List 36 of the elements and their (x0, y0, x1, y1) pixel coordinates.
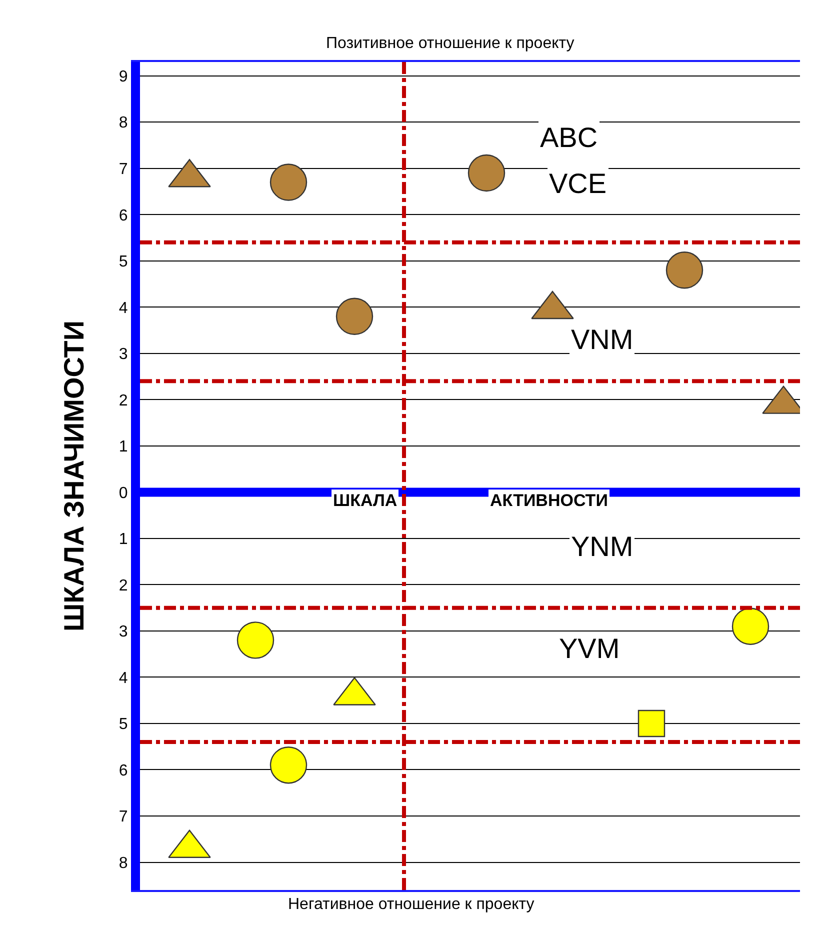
y-tick-label: 6 (118, 207, 128, 224)
text: Позитивное отношение к проекту (326, 35, 574, 52)
y-tick-label: 5 (118, 716, 128, 734)
annotation: ABC (540, 122, 598, 153)
annotation: ШКАЛА (333, 491, 398, 510)
y-tick-label: 2 (118, 577, 128, 594)
point (666, 252, 704, 289)
point (270, 746, 308, 784)
annotation: YVM (559, 633, 620, 664)
y-axis-title: ШКАЛА ЗНАЧИМОСТИ (58, 320, 90, 632)
y-tick-label: 4 (118, 300, 128, 317)
annotation: АКТИВНОСТИ (490, 491, 608, 510)
y-tick-label: 7 (118, 160, 128, 178)
annotation: VCE (549, 168, 607, 199)
point (638, 710, 666, 738)
annotation: VNM (571, 324, 634, 355)
y-tick-label: 8 (118, 854, 128, 872)
y-tick-label: 3 (118, 346, 128, 364)
y-tick-label: 0 (118, 484, 128, 502)
text: Негативное отношение к проекту (288, 896, 534, 913)
point (270, 164, 308, 201)
y-tick-label: 2 (118, 392, 128, 410)
y-tick-label: 6 (118, 762, 128, 780)
annotation: YNM (571, 531, 634, 562)
point (336, 298, 374, 335)
y-tick-label: 8 (118, 114, 128, 132)
y-tick-label: 1 (118, 438, 128, 456)
point (468, 154, 506, 192)
point (732, 608, 770, 645)
y-tick-label: 5 (118, 254, 128, 271)
point (236, 622, 274, 659)
y-tick-label: 9 (118, 68, 128, 86)
y-tick-label: 3 (118, 624, 128, 641)
y-tick-label: 7 (118, 808, 128, 826)
y-tick-label: 1 (118, 531, 128, 548)
y-tick-label: 4 (118, 670, 128, 687)
